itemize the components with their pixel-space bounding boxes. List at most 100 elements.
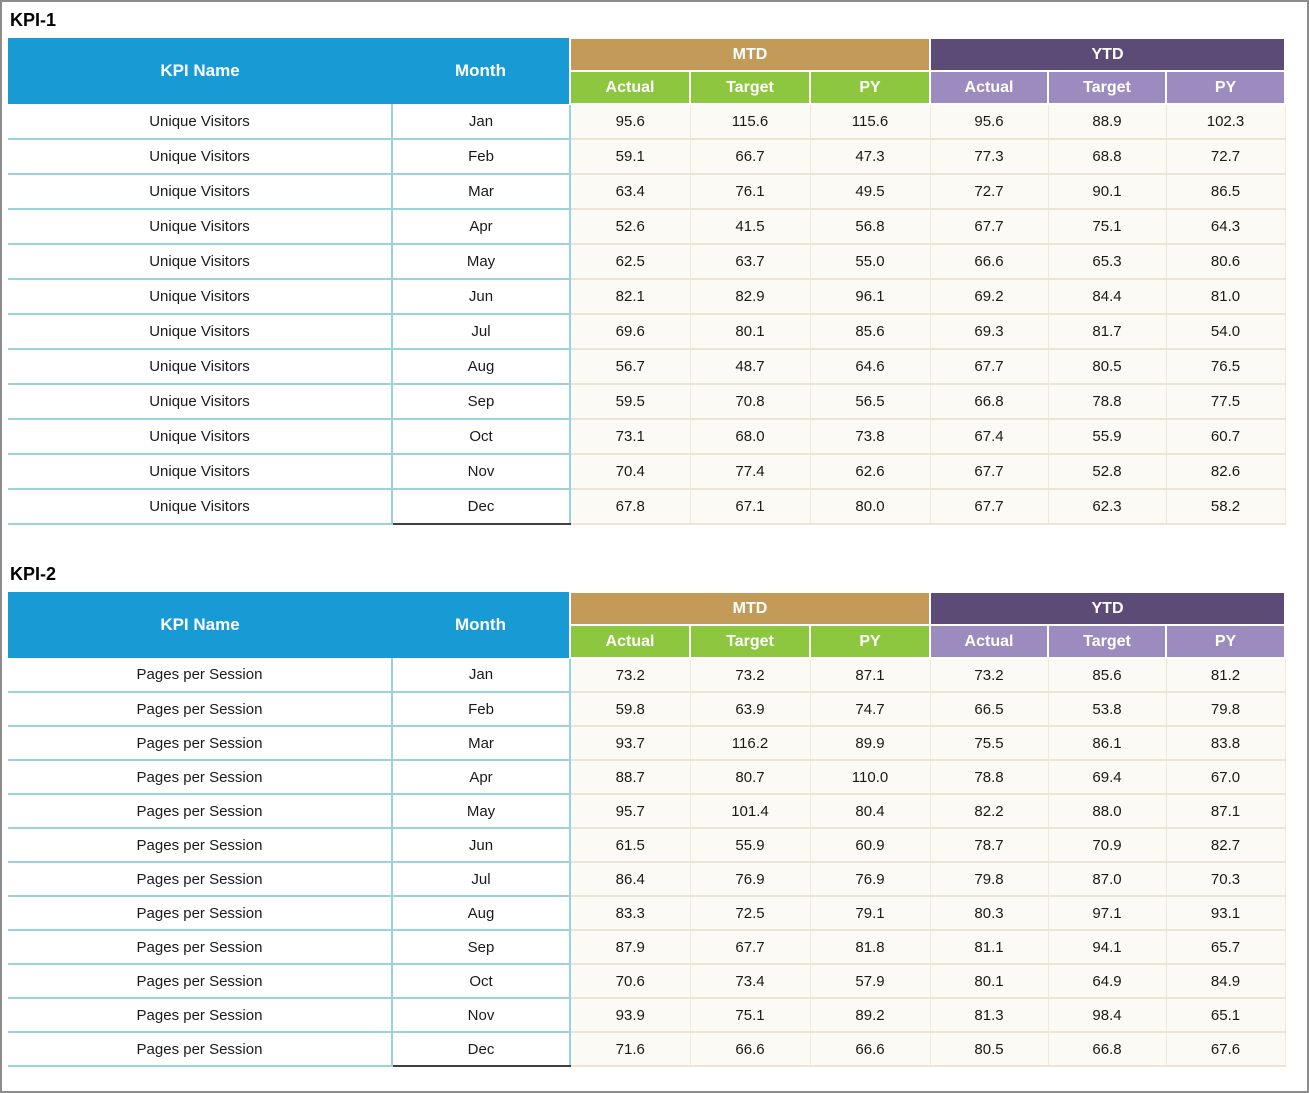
ytd-py-cell: 65.1 <box>1165 997 1286 1033</box>
ytd-py-header: PY <box>1164 70 1287 105</box>
kpi-section-2: KPI-2 KPI Name Month MTD YTD Actual Targ… <box>8 561 1299 1067</box>
kpi-name-cell: Unique Visitors <box>8 209 392 245</box>
month-cell: Jan <box>391 104 571 140</box>
table-row: Pages per Session May 95.7 101.4 80.4 82.2 88.… <box>8 793 1286 829</box>
mtd-actual-cell: 69.6 <box>569 313 691 350</box>
ytd-actual-header: Actual <box>929 624 1049 659</box>
mtd-actual-cell: 87.9 <box>569 929 691 965</box>
month-cell: Mar <box>391 174 571 210</box>
section-title-kpi-1: KPI-1 <box>10 10 57 30</box>
ytd-actual-cell: 72.7 <box>929 173 1049 210</box>
ytd-py-cell: 86.5 <box>1165 173 1286 210</box>
ytd-py-cell: 67.6 <box>1165 1031 1286 1067</box>
mtd-py-cell: 74.7 <box>809 691 931 727</box>
month-cell: Apr <box>391 209 571 245</box>
ytd-target-cell: 55.9 <box>1047 418 1167 455</box>
mtd-py-cell: 85.6 <box>809 313 931 350</box>
ytd-target-cell: 85.6 <box>1047 657 1167 693</box>
ytd-actual-cell: 75.5 <box>929 725 1049 761</box>
ytd-target-cell: 53.8 <box>1047 691 1167 727</box>
mtd-actual-cell: 71.6 <box>569 1031 691 1067</box>
ytd-target-cell: 75.1 <box>1047 208 1167 245</box>
ytd-py-cell: 60.7 <box>1165 418 1286 455</box>
mtd-py-cell: 73.8 <box>809 418 931 455</box>
mtd-target-cell: 67.7 <box>689 929 811 965</box>
mtd-py-cell: 56.8 <box>809 208 931 245</box>
kpi-name-cell: Unique Visitors <box>8 384 392 420</box>
ytd-target-cell: 87.0 <box>1047 861 1167 897</box>
mtd-actual-cell: 86.4 <box>569 861 691 897</box>
mtd-group-header: MTD <box>569 591 931 626</box>
kpi-name-cell: Pages per Session <box>8 998 392 1033</box>
kpi-name-cell: Pages per Session <box>8 964 392 999</box>
ytd-py-cell: 82.7 <box>1165 827 1286 863</box>
month-cell: Nov <box>391 454 571 490</box>
ytd-group-header: YTD <box>928 591 1287 626</box>
mtd-target-cell: 63.7 <box>689 243 811 280</box>
ytd-target-cell: 62.3 <box>1047 488 1167 525</box>
mtd-actual-cell: 59.5 <box>569 383 691 420</box>
month-cell: Sep <box>391 384 571 420</box>
ytd-py-cell: 65.7 <box>1165 929 1286 965</box>
kpi-name-column-header: KPI Name <box>8 592 392 658</box>
mtd-py-header: PY <box>809 624 931 659</box>
ytd-py-cell: 80.6 <box>1165 243 1286 280</box>
ytd-target-cell: 97.1 <box>1047 895 1167 931</box>
mtd-py-cell: 110.0 <box>809 759 931 795</box>
kpi-name-cell: Pages per Session <box>8 760 392 795</box>
mtd-target-cell: 48.7 <box>689 348 811 385</box>
mtd-py-cell: 80.4 <box>809 793 931 829</box>
ytd-actual-cell: 67.4 <box>929 418 1049 455</box>
ytd-py-cell: 72.7 <box>1165 138 1286 175</box>
table-row: Pages per Session Jan 73.2 73.2 87.1 73.2 85.6… <box>8 657 1286 693</box>
kpi-name-cell: Pages per Session <box>8 862 392 897</box>
mtd-actual-cell: 73.2 <box>569 657 691 693</box>
ytd-py-cell: 64.3 <box>1165 208 1286 245</box>
table-row: Unique Visitors Nov 70.4 77.4 62.6 67.7 52.8 82… <box>8 453 1286 490</box>
ytd-py-cell: 54.0 <box>1165 313 1286 350</box>
mtd-py-cell: 76.9 <box>809 861 931 897</box>
kpi-name-cell: Pages per Session <box>8 726 392 761</box>
ytd-py-header: PY <box>1164 624 1287 659</box>
ytd-actual-cell: 73.2 <box>929 657 1049 693</box>
mtd-target-cell: 66.7 <box>689 138 811 175</box>
ytd-actual-cell: 80.5 <box>929 1031 1049 1067</box>
ytd-target-header: Target <box>1047 70 1167 105</box>
month-column-header: Month <box>392 38 570 104</box>
mtd-actual-cell: 93.9 <box>569 997 691 1033</box>
month-cell: Feb <box>391 692 571 727</box>
ytd-py-cell: 93.1 <box>1165 895 1286 931</box>
ytd-target-cell: 70.9 <box>1047 827 1167 863</box>
ytd-target-cell: 88.9 <box>1047 103 1167 140</box>
ytd-py-cell: 81.0 <box>1165 278 1286 315</box>
mtd-actual-cell: 59.1 <box>569 138 691 175</box>
mtd-py-header: PY <box>809 70 931 105</box>
table-row: Unique Visitors Apr 52.6 41.5 56.8 67.7 75.1 64… <box>8 208 1286 245</box>
month-cell: Jul <box>391 314 571 350</box>
table-row: Pages per Session Aug 83.3 72.5 79.1 80.3 97.1… <box>8 895 1286 931</box>
month-cell: Oct <box>391 964 571 999</box>
month-cell: Jul <box>391 862 571 897</box>
ytd-target-cell: 65.3 <box>1047 243 1167 280</box>
mtd-py-cell: 89.9 <box>809 725 931 761</box>
mtd-target-cell: 82.9 <box>689 278 811 315</box>
ytd-actual-cell: 81.1 <box>929 929 1049 965</box>
ytd-py-cell: 82.6 <box>1165 453 1286 490</box>
kpi-1-table-body: Unique Visitors Jan 95.6 115.6 115.6 95.6 88.9… <box>8 103 1286 525</box>
month-cell: Aug <box>391 349 571 385</box>
ytd-actual-cell: 67.7 <box>929 348 1049 385</box>
ytd-target-cell: 88.0 <box>1047 793 1167 829</box>
mtd-py-cell: 62.6 <box>809 453 931 490</box>
month-cell: Oct <box>391 419 571 455</box>
table-row: Pages per Session Sep 87.9 67.7 81.8 81.1 94.1… <box>8 929 1286 965</box>
ytd-actual-cell: 82.2 <box>929 793 1049 829</box>
table-row: Unique Visitors Aug 56.7 48.7 64.6 67.7 80.5 76… <box>8 348 1286 385</box>
ytd-py-cell: 79.8 <box>1165 691 1286 727</box>
kpi-name-cell: Unique Visitors <box>8 174 392 210</box>
kpi-name-cell: Unique Visitors <box>8 104 392 140</box>
month-cell: Jun <box>391 828 571 863</box>
mtd-actual-cell: 95.7 <box>569 793 691 829</box>
mtd-target-cell: 41.5 <box>689 208 811 245</box>
ytd-actual-cell: 78.7 <box>929 827 1049 863</box>
table-row: Unique Visitors Mar 63.4 76.1 49.5 72.7 90.1 86… <box>8 173 1286 210</box>
